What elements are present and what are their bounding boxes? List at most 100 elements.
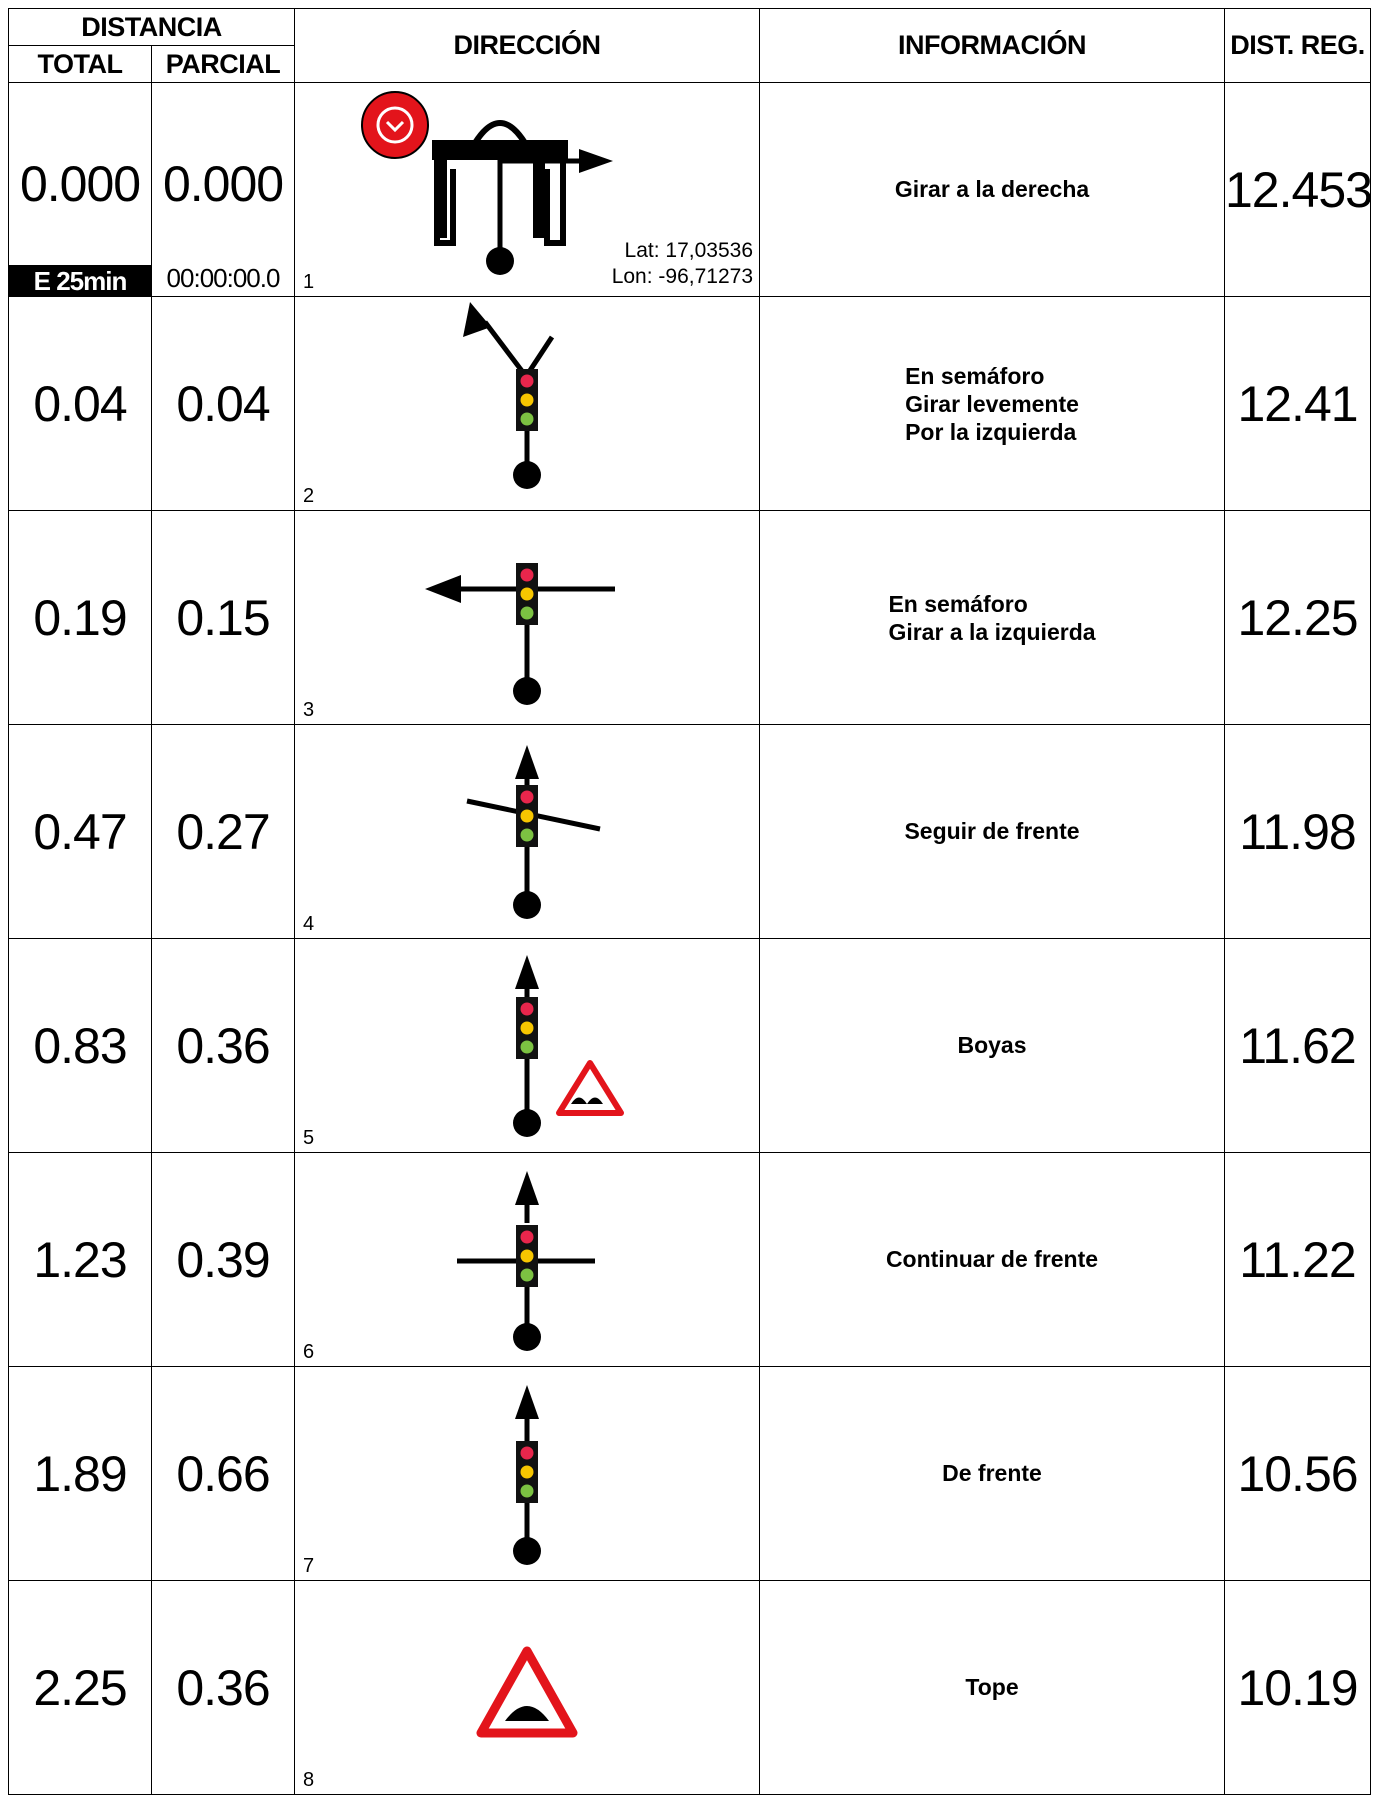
instruction-line: De frente (942, 1460, 1042, 1486)
arrow-left-icon (425, 575, 461, 603)
total-distance-cell: 2.25 (8, 1580, 152, 1795)
total-distance-cell: 0.19 (8, 510, 152, 725)
partial-distance-cell: 0.000 00:00:00.0 (151, 82, 295, 297)
direction-cell: 2 (294, 296, 760, 511)
table-row: 0.19 0.15 3 En semáforo Girar a la izquierd… (8, 510, 1371, 725)
direction-cell: 3 (294, 510, 760, 725)
header-dist-reg: DIST. REG. (1224, 8, 1371, 83)
partial-distance: 0.000 (162, 156, 284, 212)
instruction-text: Seguir de frente (904, 818, 1079, 845)
traffic-light-turn-left-icon (425, 563, 615, 705)
step-number: 6 (303, 1341, 315, 1363)
direction-cell: 5 (294, 938, 760, 1153)
partial-distance-cell: 0.66 (151, 1366, 295, 1581)
total-distance: 0.19 (33, 589, 127, 646)
instruction-line: En semáforo (888, 590, 1028, 617)
information-cell: Tope (759, 1580, 1225, 1795)
instruction-line: Boyas (957, 1032, 1027, 1058)
total-distance-cell: 0.04 (8, 296, 152, 511)
header-direccion: DIRECCIÓN (294, 8, 760, 83)
step-number: 1 (303, 271, 315, 293)
step-number: 5 (303, 1127, 315, 1149)
partial-distance-cell: 0.15 (151, 510, 295, 725)
header-parcial: PARCIAL (151, 45, 295, 83)
instruction-text: En semáforo Girar a la izquierda (888, 590, 1095, 646)
e-time-badge: E 25min (8, 265, 152, 297)
table-row: 2.25 0.36 8 Tope 10.19 (8, 1580, 1371, 1795)
dist-reg-value: 12.41 (1224, 296, 1371, 511)
step-number: 2 (303, 485, 315, 507)
total-distance: 1.89 (33, 1445, 127, 1502)
table-row: 1.89 0.66 7 De frente 10.56 (8, 1366, 1371, 1581)
information-cell: Continuar de frente (759, 1152, 1225, 1367)
longitude: Lon: -96,71273 (611, 265, 753, 288)
total-distance-cell: 0.47 (8, 724, 152, 939)
total-distance-cell: 0.83 (8, 938, 152, 1153)
information-cell: De frente (759, 1366, 1225, 1581)
speed-bump-warning-icon (476, 1646, 578, 1738)
total-distance-cell: 1.23 (8, 1152, 152, 1367)
bumps-warning-icon (556, 1060, 624, 1116)
speed-bump-warning-icon (476, 1646, 578, 1738)
traffic-light-straight-bumps-warning-icon (513, 955, 624, 1137)
instruction-line: Girar a la derecha (894, 176, 1090, 202)
step-number: 8 (303, 1769, 315, 1791)
total-distance-cell: 1.89 (8, 1366, 152, 1581)
information-cell: Girar a la derecha (759, 82, 1225, 297)
total-distance: 1.23 (33, 1231, 127, 1288)
instruction-line: Girar a la izquierda (888, 618, 1096, 645)
total-distance: 2.25 (33, 1659, 127, 1716)
partial-distance: 0.04 (176, 375, 270, 432)
step-number: 3 (303, 699, 315, 721)
dist-reg-value: 12.25 (1224, 510, 1371, 725)
direction-cell: 7 (294, 1366, 760, 1581)
latitude: Lat: 17,03536 (624, 239, 753, 262)
arrow-right-icon (579, 149, 613, 173)
instruction-text: Tope (965, 1674, 1018, 1701)
instruction-text: Boyas (957, 1032, 1026, 1059)
gate-clock-turn-right-icon (361, 91, 613, 275)
partial-distance-cell: 0.39 (151, 1152, 295, 1367)
dist-reg-value: 11.98 (1224, 724, 1371, 939)
direction-cell: 1 Lat: 17,03536 Lon: -96,71273 (294, 82, 760, 297)
header-total: TOTAL (8, 45, 152, 83)
partial-distance: 0.39 (176, 1231, 270, 1288)
traffic-light-straight-icon (513, 1385, 541, 1565)
information-cell: En semáforo Girar a la izquierda (759, 510, 1225, 725)
partial-distance: 0.36 (176, 1017, 270, 1074)
dist-reg-value: 12.453 (1224, 82, 1373, 297)
partial-distance: 0.27 (176, 803, 270, 860)
dist-reg-value: 11.62 (1224, 938, 1371, 1153)
total-distance: 0.47 (33, 803, 127, 860)
direction-cell: 4 (294, 724, 760, 939)
direction-cell: 6 (294, 1152, 760, 1367)
partial-distance: 0.15 (176, 589, 270, 646)
dist-reg-value: 10.56 (1224, 1366, 1371, 1581)
traffic-light-straight-diagonal-cross-icon (466, 745, 601, 919)
instruction-text: De frente (942, 1460, 1042, 1487)
total-distance: 0.04 (33, 375, 127, 432)
information-cell: Boyas (759, 938, 1225, 1153)
partial-distance: 0.66 (176, 1445, 270, 1502)
table-row: 1.23 0.39 6 Continuar de frente 11.22 (8, 1152, 1371, 1367)
information-cell: Seguir de frente (759, 724, 1225, 939)
dist-reg-value: 10.19 (1224, 1580, 1371, 1795)
coordinates: Lat: 17,03536 Lon: -96,71273 (612, 238, 753, 290)
start-dot (486, 247, 514, 275)
table-row: 0.83 0.36 5 Boyas 11.62 (8, 938, 1371, 1153)
header-informacion: INFORMACIÓN (759, 8, 1225, 83)
table-row: 0.04 0.04 2 En semáforo Girar levemente Por … (8, 296, 1371, 511)
partial-distance: 0.36 (176, 1659, 270, 1716)
instruction-text: Girar a la derecha (895, 176, 1089, 203)
instruction-line: En semáforo (905, 362, 1045, 389)
instruction-line: Seguir de frente (904, 818, 1080, 844)
instruction-line: Tope (965, 1674, 1019, 1700)
traffic-light-straight-crossroad-icon (457, 1171, 595, 1351)
chrono-time: 00:00:00.0 (166, 263, 281, 293)
total-distance: 0.000 (19, 156, 141, 212)
partial-distance-cell: 0.36 (151, 938, 295, 1153)
clock-icon (361, 91, 429, 159)
roadbook-table: DISTANCIA DIRECCIÓN INFORMACIÓN DIST. RE… (8, 8, 1373, 1795)
direction-cell: 8 (294, 1580, 760, 1795)
